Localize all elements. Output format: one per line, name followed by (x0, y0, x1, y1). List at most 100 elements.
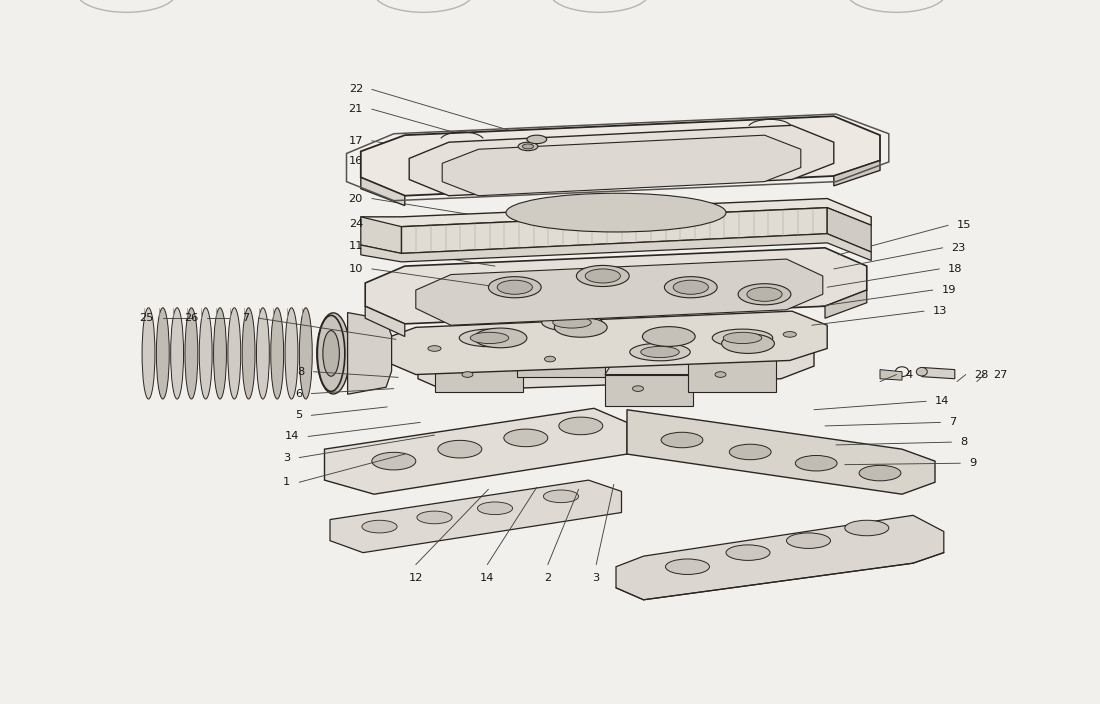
Ellipse shape (460, 329, 519, 346)
Ellipse shape (417, 511, 452, 524)
Ellipse shape (362, 520, 397, 533)
Ellipse shape (527, 135, 547, 144)
Text: 10: 10 (349, 264, 363, 274)
Polygon shape (361, 177, 405, 206)
Text: 7: 7 (242, 313, 250, 323)
Polygon shape (688, 343, 786, 360)
Text: 23: 23 (952, 243, 966, 253)
Text: 24: 24 (349, 219, 363, 229)
Ellipse shape (747, 287, 782, 301)
Ellipse shape (471, 332, 508, 344)
Polygon shape (605, 375, 693, 406)
Text: 14: 14 (480, 573, 495, 583)
Ellipse shape (664, 277, 717, 298)
Ellipse shape (724, 332, 761, 344)
Polygon shape (416, 259, 823, 325)
Polygon shape (688, 360, 776, 392)
Ellipse shape (845, 520, 889, 536)
Text: 17: 17 (349, 136, 363, 146)
Text: 4: 4 (905, 370, 912, 379)
Ellipse shape (726, 545, 770, 560)
Ellipse shape (242, 308, 255, 399)
Ellipse shape (462, 372, 473, 377)
Ellipse shape (170, 308, 184, 399)
Ellipse shape (318, 315, 345, 391)
Ellipse shape (372, 452, 416, 470)
Text: 7: 7 (949, 417, 957, 427)
Ellipse shape (477, 502, 513, 515)
Text: 27: 27 (993, 370, 1008, 379)
Ellipse shape (554, 318, 607, 337)
Ellipse shape (438, 441, 482, 458)
Polygon shape (324, 408, 627, 494)
Polygon shape (434, 343, 534, 360)
Text: 12: 12 (408, 573, 424, 583)
Ellipse shape (228, 308, 241, 399)
Ellipse shape (185, 308, 198, 399)
Ellipse shape (632, 386, 644, 391)
Polygon shape (922, 367, 955, 379)
Ellipse shape (317, 313, 350, 394)
Polygon shape (827, 208, 871, 252)
Text: 14: 14 (285, 432, 299, 441)
Polygon shape (361, 199, 871, 227)
Polygon shape (402, 208, 827, 253)
Polygon shape (605, 357, 704, 375)
Text: 6: 6 (296, 389, 303, 398)
Ellipse shape (142, 308, 155, 399)
Polygon shape (517, 345, 605, 377)
Ellipse shape (642, 327, 695, 346)
Ellipse shape (544, 356, 556, 362)
Ellipse shape (497, 280, 532, 294)
Ellipse shape (629, 343, 691, 360)
Ellipse shape (673, 280, 708, 294)
Ellipse shape (522, 144, 534, 149)
Ellipse shape (506, 194, 726, 232)
Ellipse shape (722, 334, 774, 353)
Text: 15: 15 (957, 220, 971, 230)
Polygon shape (348, 313, 392, 394)
Text: 21: 21 (349, 104, 363, 114)
Ellipse shape (559, 417, 603, 434)
Text: 18: 18 (948, 264, 962, 274)
Text: 22: 22 (349, 84, 363, 94)
Polygon shape (880, 370, 902, 380)
Polygon shape (383, 311, 827, 375)
Text: 8: 8 (297, 367, 305, 377)
Ellipse shape (713, 329, 772, 346)
Polygon shape (409, 125, 834, 196)
Ellipse shape (661, 432, 703, 448)
Text: 28: 28 (975, 370, 989, 379)
Ellipse shape (213, 308, 227, 399)
Polygon shape (616, 515, 944, 600)
Ellipse shape (640, 346, 680, 358)
Ellipse shape (474, 328, 527, 348)
Ellipse shape (738, 284, 791, 305)
Ellipse shape (323, 331, 339, 376)
Text: 9: 9 (969, 458, 977, 468)
Ellipse shape (543, 490, 579, 503)
Ellipse shape (504, 429, 548, 446)
Text: 11: 11 (349, 241, 363, 251)
Ellipse shape (488, 277, 541, 298)
Ellipse shape (285, 308, 298, 399)
Ellipse shape (428, 346, 441, 351)
Ellipse shape (585, 269, 620, 283)
Text: 25: 25 (140, 313, 154, 323)
Ellipse shape (199, 308, 212, 399)
Ellipse shape (576, 265, 629, 287)
Ellipse shape (552, 317, 592, 328)
Text: 19: 19 (942, 285, 956, 295)
Ellipse shape (271, 308, 284, 399)
Polygon shape (361, 116, 880, 196)
Text: 16: 16 (349, 156, 363, 165)
Polygon shape (434, 360, 522, 392)
Polygon shape (330, 480, 622, 553)
Text: 3: 3 (283, 453, 290, 463)
Ellipse shape (783, 332, 796, 337)
Ellipse shape (729, 444, 771, 460)
Ellipse shape (859, 465, 901, 481)
Text: 20: 20 (349, 194, 363, 203)
Ellipse shape (518, 142, 538, 151)
Ellipse shape (666, 559, 710, 574)
